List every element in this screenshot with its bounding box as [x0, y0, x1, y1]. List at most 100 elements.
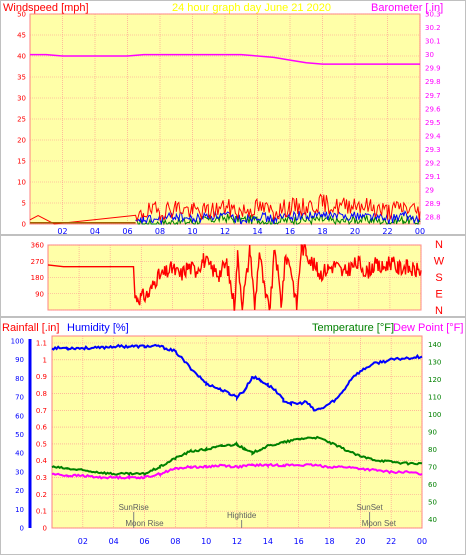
x-tick-label: 18: [324, 537, 334, 546]
y-tick-label: 29: [425, 187, 434, 195]
humidity-ylabel: Humidity [%]: [67, 322, 129, 334]
dew-point-line: [51, 462, 423, 480]
humidity-y-ticks: 0 10 20 30 40 50 60 70 80 90 100: [11, 338, 24, 533]
y-tick-label: 30: [17, 95, 26, 103]
y-tick-label: 25: [17, 116, 26, 124]
event-label: SunSet: [356, 503, 383, 512]
direction-series: [47, 244, 422, 311]
x-tick-label: 08: [170, 537, 180, 546]
y-tick-label: 29.1: [425, 173, 441, 181]
y-tick-label: 0.7: [36, 407, 47, 415]
y-tick-label: 50: [17, 11, 26, 19]
y-tick-label: 40: [17, 53, 26, 61]
temp-grid: [52, 336, 423, 529]
y-tick-label: 29.4: [425, 132, 441, 140]
y-tick-label: 5: [22, 200, 26, 208]
y-tick-label: 50: [428, 498, 437, 506]
compass-label: N: [435, 239, 443, 251]
y-tick-label: 35: [17, 74, 26, 82]
y-tick-label: 30: [425, 51, 434, 59]
x-tick-label: 06: [139, 537, 149, 546]
y-tick-label: 120: [428, 376, 441, 384]
y-tick-label: 130: [428, 359, 441, 367]
wind-series: [29, 53, 421, 226]
y-tick-label: 29.6: [425, 105, 441, 113]
y-tick-label: 60: [428, 481, 437, 489]
y-tick-label: 80: [15, 375, 24, 383]
y-tick-label: 0: [43, 525, 47, 533]
y-tick-label: 30.1: [425, 38, 441, 46]
x-tick-label: 04: [90, 227, 100, 236]
barometer-ylabel: Barometer [.in]: [371, 2, 443, 14]
x-tick-label: 14: [252, 227, 262, 236]
y-tick-label: 50: [15, 431, 24, 439]
y-tick-label: 180: [31, 274, 44, 282]
y-tick-label: 270: [31, 258, 44, 266]
compass-label: N: [435, 305, 443, 317]
rainfall-ylabel: Rainfall [.in]: [2, 322, 59, 334]
y-tick-label: 20: [17, 137, 26, 145]
astro-events: SunRise Moon Rise Hightide SunSet Moon Set: [119, 503, 397, 528]
y-tick-label: 30.2: [425, 24, 441, 32]
y-tick-label: 15: [17, 158, 26, 166]
x-tick-label: 00: [415, 227, 425, 236]
y-tick-label: 20: [15, 487, 24, 495]
wind-x-ticks: 02 04 06 08 10 12 14 16 18 20 22 00: [57, 227, 425, 236]
chart-title: 24 hour graph day June 21 2020: [172, 2, 331, 14]
x-tick-label: 02: [57, 227, 67, 236]
y-tick-label: 29.2: [425, 160, 441, 168]
y-tick-label: 90: [35, 290, 44, 298]
x-tick-label: 16: [294, 537, 304, 546]
y-tick-label: 30.3: [425, 11, 441, 19]
y-tick-label: 40: [15, 450, 24, 458]
y-tick-label: 0.6: [36, 424, 48, 432]
y-tick-label: 29.9: [425, 65, 441, 73]
barometer-line: [30, 53, 420, 65]
y-tick-label: 29.8: [425, 78, 441, 86]
y-tick-label: 0.9: [36, 373, 47, 381]
dewpoint-ylabel: Dew Point [°F]: [393, 322, 463, 334]
x-tick-label: 22: [382, 227, 392, 236]
x-tick-label: 10: [201, 537, 211, 546]
event-label: Moon Set: [362, 519, 397, 528]
y-tick-label: 70: [15, 394, 24, 402]
temp-series: [51, 343, 423, 480]
x-tick-label: 10: [187, 227, 197, 236]
y-tick-label: 90: [15, 356, 24, 364]
y-tick-label: 29.7: [425, 92, 441, 100]
y-tick-label: 0: [20, 525, 24, 533]
compass-label: S: [435, 272, 442, 284]
temperature-ylabel: Temperature [°F]: [312, 322, 394, 334]
x-tick-label: 22: [386, 537, 396, 546]
y-tick-label: 0.8: [36, 390, 47, 398]
x-tick-label: 16: [285, 227, 295, 236]
event-label: Moon Rise: [125, 519, 164, 528]
y-tick-label: 28.8: [425, 214, 441, 222]
x-tick-label: 14: [263, 537, 273, 546]
y-tick-label: 30: [15, 468, 24, 476]
y-tick-label: 140: [428, 341, 441, 349]
y-tick-label: 28.9: [425, 200, 441, 208]
wind-grid: [30, 13, 421, 225]
y-tick-label: 360: [31, 242, 44, 250]
x-tick-label: 20: [355, 537, 365, 546]
x-tick-label: 12: [220, 227, 230, 236]
y-tick-label: 29.3: [425, 146, 441, 154]
barometer-y-ticks: 28.8 28.9 29 29.1 29.2 29.3 29.4 29.5 29.6 29.7 29…: [425, 11, 441, 222]
y-tick-label: 1: [43, 356, 47, 364]
y-tick-label: 0.3: [36, 474, 47, 482]
x-tick-label: 12: [232, 537, 242, 546]
y-tick-label: 29.5: [425, 119, 441, 127]
y-tick-label: 100: [11, 338, 24, 346]
x-tick-label: 08: [155, 227, 165, 236]
temp-x-ticks: 02 04 06 08 10 12 14 16 18 20 22 00: [78, 537, 427, 546]
event-label: SunRise: [119, 503, 150, 512]
temp-y-ticks: 40 50 60 70 80 90 100 110 120 130 140: [428, 341, 441, 524]
y-tick-label: 100: [428, 411, 441, 419]
y-tick-label: 80: [428, 446, 437, 454]
x-tick-label: 18: [317, 227, 327, 236]
y-tick-label: 0.4: [36, 457, 48, 465]
y-tick-label: 60: [15, 412, 24, 420]
